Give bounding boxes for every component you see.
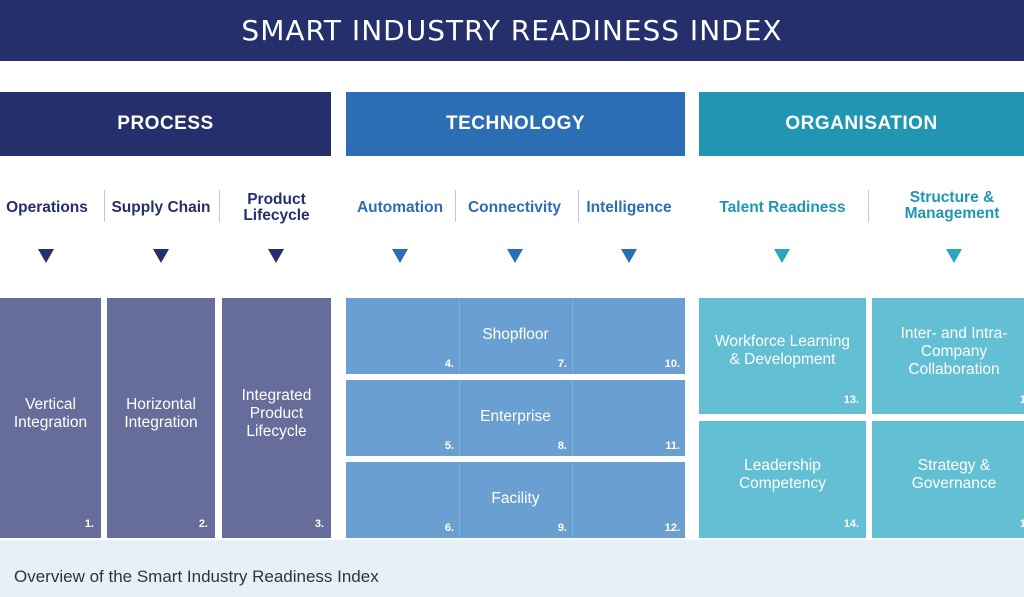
cell-text-line: Integration — [124, 414, 198, 431]
org-cell-workforce-learning: Workforce Learning & Development 13. — [699, 298, 866, 414]
cell-text-line: Product — [249, 405, 304, 422]
title-bar: SMART INDUSTRY READINESS INDEX — [0, 0, 1024, 61]
divider — [455, 190, 456, 222]
page-title: SMART INDUSTRY READINESS INDEX — [241, 14, 783, 47]
divider — [104, 190, 105, 222]
dimension-connectivity: Connectivity — [467, 199, 561, 216]
pillar-technology-header: TECHNOLOGY — [346, 92, 685, 156]
dimension-operations: Operations — [6, 199, 88, 216]
down-arrow-icon — [268, 249, 284, 263]
dimension-product-lifecycle-line: Lifecycle — [243, 207, 310, 224]
org-cell-leadership-competency: Leadership Competency 14. — [699, 421, 866, 538]
caption-bar: Overview of the Smart Industry Readiness… — [0, 540, 1024, 597]
row-label: Shopfloor — [482, 326, 549, 343]
cell-number: 8. — [557, 440, 567, 452]
cell-number: 10. — [664, 358, 680, 370]
cell-number: 4. — [444, 358, 454, 370]
down-arrow-icon — [153, 249, 169, 263]
cell-text-line: Governance — [911, 474, 997, 492]
dimension-product-lifecycle: Product Lifecycle — [222, 184, 331, 232]
divider — [572, 298, 573, 374]
org-cell-strategy-governance: Strategy & Governance 1 — [872, 421, 1024, 538]
dimension-supply-chain: Supply Chain — [111, 199, 211, 216]
technology-row-enterprise: Enterprise 5. 8. 11. — [346, 380, 685, 456]
down-arrow-icon — [774, 249, 790, 263]
pillar-organisation-header: ORGANISATION — [699, 92, 1024, 156]
cell-number: 9. — [557, 522, 567, 534]
cell-text-line: Horizontal — [126, 396, 196, 413]
row-label: Enterprise — [480, 408, 551, 425]
dimension-product-lifecycle-line: Product — [247, 191, 306, 208]
technology-row-shopfloor: Shopfloor 4. 7. 10. — [346, 298, 685, 374]
row-label: Facility — [491, 490, 540, 507]
technology-row-facility: Facility 6. 9. 12. — [346, 462, 685, 538]
dimension-automation: Automation — [356, 199, 444, 216]
process-cell-horizontal-integration: Horizontal Integration 2. — [107, 298, 215, 538]
dimension-talent-readiness: Talent Readiness — [719, 199, 846, 216]
process-cell-vertical-integration: Vertical Integration 1. — [0, 298, 101, 538]
cell-text-line: Strategy & — [917, 456, 991, 474]
down-arrow-icon — [621, 249, 637, 263]
process-cell-integrated-product-lifecycle: Integrated Product Lifecycle 3. — [222, 298, 331, 538]
divider — [219, 190, 220, 222]
cell-number: 12. — [664, 522, 680, 534]
cell-text-line: Workforce Learning — [715, 333, 850, 350]
cell-number: 6. — [444, 522, 454, 534]
cell-text-line: Leadership — [744, 456, 821, 474]
cell-text-line: Competency — [738, 474, 826, 492]
dimension-intelligence: Intelligence — [586, 199, 672, 216]
down-arrow-icon — [392, 249, 408, 263]
cell-text-line: Integration — [13, 414, 88, 431]
cell-text-line: Vertical — [25, 396, 76, 413]
cell-number: 11. — [665, 440, 680, 452]
divider — [459, 462, 460, 538]
cell-text-line: Integrated — [241, 387, 312, 404]
caption: Overview of the Smart Industry Readiness… — [14, 567, 379, 586]
cell-number: 5. — [444, 440, 454, 452]
cell-number: 13. — [843, 394, 859, 406]
cell-text-line: Inter- and Intra- — [900, 325, 1008, 342]
divider — [572, 462, 573, 538]
cell-text-line: Collaboration — [908, 361, 1000, 378]
divider — [572, 380, 573, 456]
down-arrow-icon — [38, 249, 54, 263]
cell-number: 1 — [1019, 518, 1024, 530]
dimension-structure-management-line: Structure & — [909, 189, 995, 206]
down-arrow-icon — [946, 249, 962, 263]
pillar-process-header: PROCESS — [0, 92, 331, 156]
cell-number: 1 — [1019, 394, 1024, 406]
cell-number: 3. — [314, 518, 324, 530]
cell-number: 1. — [84, 518, 94, 530]
org-cell-collaboration: Inter- and Intra- Company Collaboration … — [872, 298, 1024, 414]
cell-text-line: Company — [920, 343, 988, 360]
divider — [459, 298, 460, 374]
divider — [868, 190, 869, 222]
down-arrow-icon — [507, 249, 523, 263]
dimension-structure-management: Structure & Management — [872, 182, 1024, 230]
cell-text-line: & Development — [729, 351, 836, 368]
cell-number: 2. — [198, 518, 208, 530]
divider — [459, 380, 460, 456]
cell-text-line: Lifecycle — [246, 423, 307, 440]
divider — [578, 190, 579, 222]
dimension-structure-management-line: Management — [904, 205, 1000, 222]
cell-number: 14. — [843, 518, 859, 530]
cell-number: 7. — [557, 358, 567, 370]
